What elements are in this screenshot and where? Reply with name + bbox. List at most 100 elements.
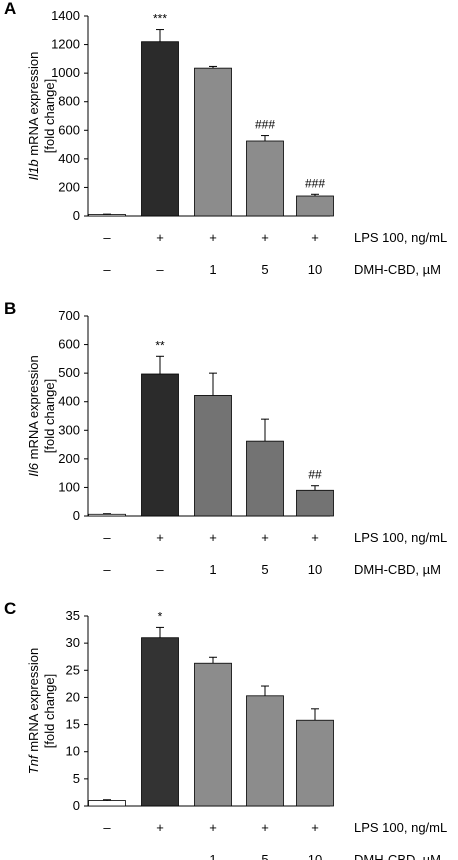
y-tick-label: 600 [58,122,80,137]
panel-letter: B [4,299,16,318]
lps-row-label: LPS 100, ng/mL [354,820,447,835]
bar [194,67,232,217]
lps-condition: + [261,530,269,545]
y-tick-label: 10 [66,744,80,759]
dmh-cbd-condition: – [103,562,111,577]
dmh-cbd-condition: – [103,852,111,860]
y-tick-label: 0 [73,508,80,523]
dmh-cbd-condition: 1 [209,852,216,860]
dmh-cbd-row-label: DMH-CBD, µM [354,262,441,277]
y-tick-label: 1000 [51,65,80,80]
dmh-cbd-condition: 1 [209,562,216,577]
y-tick-label: 400 [58,151,80,166]
y-tick-label: 25 [66,662,80,677]
significance-label: *** [153,12,167,26]
bar [88,214,126,217]
y-tick-label: 400 [58,394,80,409]
dmh-cbd-condition: – [103,262,111,277]
y-tick-label: 1200 [51,37,80,52]
significance-label: ** [155,338,165,352]
y-axis-suffix: mRNA expression [26,52,41,160]
y-axis-gene: Il6 [26,462,41,477]
panel-letter: C [4,599,16,618]
lps-condition: + [156,820,164,835]
dmh-cbd-condition: – [156,262,164,277]
lps-condition: – [103,230,111,245]
lps-condition: + [261,820,269,835]
y-tick-label: 800 [58,94,80,109]
bar [194,395,232,517]
lps-condition: – [103,530,111,545]
lps-condition: + [261,230,269,245]
dmh-cbd-condition: 1 [209,262,216,277]
panel-b: B Il6 mRNA expression [fold change] 0 100 200… [4,299,447,577]
y-tick-label: 200 [58,451,80,466]
y-tick-label: 300 [58,422,80,437]
lps-condition: + [209,230,217,245]
lps-condition: + [209,820,217,835]
y-tick-label: 5 [73,771,80,786]
lps-condition: – [103,820,111,835]
y-tick-label: 200 [58,179,80,194]
y-axis-title-line2: [fold change] [42,379,57,453]
y-axis-title: Il1b mRNA expression [26,52,41,181]
bar [246,140,284,217]
bar [141,637,179,807]
dmh-cbd-condition: – [156,562,164,577]
y-axis-gene: Tnf [26,754,41,774]
bar [246,695,284,807]
y-tick-label: 30 [66,635,80,650]
lps-condition: + [311,530,319,545]
bar [296,719,334,807]
y-tick-label: 35 [66,608,80,623]
y-tick-label: 1400 [51,8,80,23]
y-axis-title-line2: [fold change] [42,674,57,748]
panel-a: A Il1b mRNA expression [fold change] 0 200 40… [4,0,447,277]
y-axis-gene: Il1b [26,159,41,180]
bar [296,489,334,517]
y-tick-label: 0 [73,798,80,813]
significance-label: ## [308,468,322,482]
y-tick-label: 100 [58,479,80,494]
lps-condition: + [209,530,217,545]
dmh-cbd-condition: 5 [261,852,268,860]
y-axis-suffix: mRNA expression [26,355,41,463]
y-tick-label: 600 [58,337,80,352]
y-tick-label: 500 [58,365,80,380]
y-tick-label: 15 [66,717,80,732]
lps-condition: + [311,230,319,245]
lps-condition: + [311,820,319,835]
bar [88,800,126,807]
bar [194,662,232,807]
bar [246,440,284,517]
y-tick-label: 20 [66,689,80,704]
y-axis-title: Il6 mRNA expression [26,355,41,476]
significance-label: ### [255,118,275,132]
y-tick-label: 0 [73,208,80,223]
y-axis-title-line2: [fold change] [42,79,57,153]
lps-condition: + [156,230,164,245]
significance-label: * [158,609,163,623]
lps-condition: + [156,530,164,545]
bar [296,195,334,217]
bar [88,513,126,517]
bar [141,41,179,217]
dmh-cbd-condition: 5 [261,562,268,577]
bar [141,373,179,517]
dmh-cbd-condition: 10 [308,262,322,277]
panel-letter: A [4,0,16,18]
y-axis-title: Tnf mRNA expression [26,648,41,774]
significance-label: ### [305,176,325,190]
dmh-cbd-row-label: DMH-CBD, µM [354,852,441,860]
dmh-cbd-condition: 10 [308,562,322,577]
dmh-cbd-condition: 5 [261,262,268,277]
y-axis-suffix: mRNA expression [26,648,41,756]
lps-row-label: LPS 100, ng/mL [354,230,447,245]
dmh-cbd-condition: – [156,852,164,860]
y-tick-label: 700 [58,308,80,323]
lps-row-label: LPS 100, ng/mL [354,530,447,545]
dmh-cbd-row-label: DMH-CBD, µM [354,562,441,577]
